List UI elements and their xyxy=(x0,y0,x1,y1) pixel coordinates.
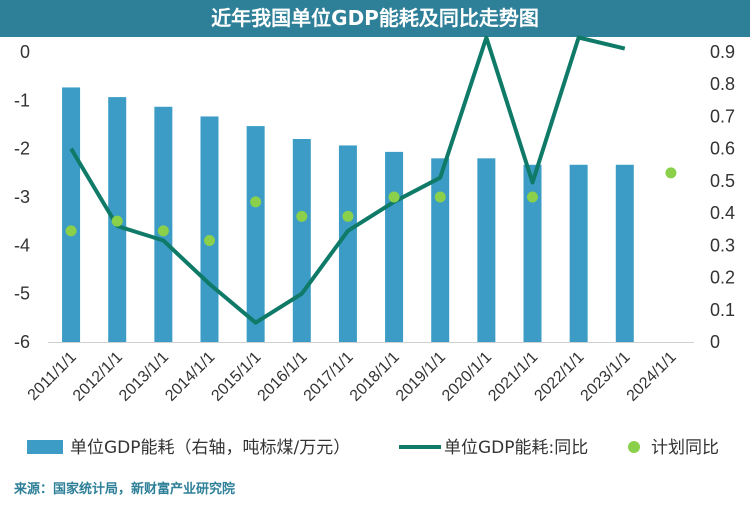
right-tick-label: 0.3 xyxy=(710,235,735,255)
legend-dot-label: 计划同比 xyxy=(651,438,719,458)
right-axis-ticks: 0.9 0.8 0.7 0.6 0.5 0.4 0.3 0.2 0.1 0 xyxy=(710,42,735,352)
bar-2022/1/1 xyxy=(569,164,588,342)
legend-dot-swatch xyxy=(628,441,640,453)
plan-point-2021/1/1 xyxy=(527,191,538,203)
left-tick-label: -4 xyxy=(14,235,30,255)
plan-point-2015/1/1 xyxy=(250,196,262,208)
right-tick-label: 0.6 xyxy=(710,139,735,159)
right-tick-label: 0.2 xyxy=(710,268,735,288)
plan-point-2024/1/1 xyxy=(665,167,677,179)
plan-point-2014/1/1 xyxy=(204,235,215,246)
bar-2014/1/1 xyxy=(200,116,219,342)
chart-title: 近年我国单位GDP能耗及同比走势图 xyxy=(0,0,750,37)
x-tick-label: 2015/1/1 xyxy=(208,349,264,405)
x-tick-label: 2020/1/1 xyxy=(439,349,495,405)
x-tick-label: 2023/1/1 xyxy=(578,349,634,405)
left-tick-label: -5 xyxy=(14,284,30,304)
x-tick-label: 2016/1/1 xyxy=(255,349,311,405)
bar-2013/1/1 xyxy=(154,106,173,343)
plan-point-2011/1/1 xyxy=(65,225,77,237)
legend-bar-swatch xyxy=(27,440,63,454)
left-tick-label: 0 xyxy=(20,42,30,62)
plan-point-2012/1/1 xyxy=(111,215,123,227)
x-tick-label: 2024/1/1 xyxy=(624,349,680,405)
plan-point-2019/1/1 xyxy=(434,191,446,203)
right-tick-label: 0.7 xyxy=(710,106,735,126)
x-tick-label: 2019/1/1 xyxy=(393,349,449,405)
line-series xyxy=(69,35,626,325)
scatter-series xyxy=(65,167,677,246)
x-tick-label: 2022/1/1 xyxy=(531,349,587,405)
right-tick-label: 0.9 xyxy=(710,42,735,62)
x-tick-label: 2012/1/1 xyxy=(70,349,126,405)
left-tick-label: -3 xyxy=(14,187,30,207)
plan-point-2016/1/1 xyxy=(296,210,308,222)
plan-point-2013/1/1 xyxy=(157,225,169,237)
right-tick-label: 0.1 xyxy=(710,300,735,320)
legend: 单位GDP能耗（右轴，吨标煤/万元） 单位GDP能耗:同比 计划同比 xyxy=(27,438,719,458)
right-tick-label: 0.8 xyxy=(710,74,735,94)
left-axis-ticks: 0 -1 -2 -3 -4 -5 -6 xyxy=(14,42,30,352)
source-note: 来源：国家统计局，新财富产业研究院 xyxy=(14,482,236,497)
right-tick-label: 0.5 xyxy=(710,171,735,191)
x-axis-ticks: 2011/1/12012/1/12013/1/12014/1/12015/1/1… xyxy=(25,342,694,405)
left-tick-label: -2 xyxy=(14,139,30,159)
right-tick-label: 0 xyxy=(710,332,720,352)
bar-2020/1/1 xyxy=(477,158,496,342)
bar-2011/1/1 xyxy=(62,87,81,342)
x-tick-label: 2021/1/1 xyxy=(485,349,541,405)
bar-2018/1/1 xyxy=(385,151,404,342)
bar-2015/1/1 xyxy=(246,126,265,342)
left-tick-label: -1 xyxy=(14,90,30,110)
yoy-line xyxy=(69,35,626,325)
legend-line-label: 单位GDP能耗:同比 xyxy=(444,438,588,458)
bar-2023/1/1 xyxy=(615,164,634,342)
bar-2021/1/1 xyxy=(523,164,542,342)
left-tick-label: -6 xyxy=(14,332,30,352)
right-tick-label: 0.4 xyxy=(710,203,735,223)
bar-2017/1/1 xyxy=(338,145,357,342)
plan-point-2017/1/1 xyxy=(342,210,354,222)
bar-2019/1/1 xyxy=(431,158,450,342)
plan-point-2018/1/1 xyxy=(388,191,400,203)
legend-bar-label: 单位GDP能耗（右轴，吨标煤/万元） xyxy=(70,438,350,458)
bar-2016/1/1 xyxy=(292,139,311,342)
x-tick-label: 2013/1/1 xyxy=(116,349,172,405)
x-tick-label: 2018/1/1 xyxy=(347,349,403,405)
x-tick-label: 2014/1/1 xyxy=(162,349,218,405)
x-tick-label: 2017/1/1 xyxy=(301,349,357,405)
